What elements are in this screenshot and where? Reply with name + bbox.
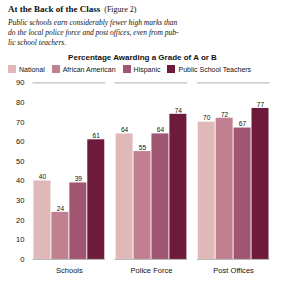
svg-text:Schools: Schools	[56, 266, 83, 275]
html-text:At the Back of the Class (Figu: At the Back of the Class (Figure 2)	[8, 4, 137, 14]
svg-text:10: 10	[16, 235, 24, 244]
svg-text:0: 0	[20, 255, 24, 264]
svg-text:77: 77	[257, 101, 265, 108]
svg-text:80: 80	[16, 98, 24, 107]
svg-text:55: 55	[139, 144, 147, 151]
html-text:African American: African American	[62, 65, 116, 73]
html-text:Public School Teachers: Public School Teachers	[178, 65, 252, 73]
svg-text:64: 64	[157, 126, 165, 133]
svg-text:40: 40	[39, 173, 47, 180]
svg-text:67: 67	[239, 121, 247, 128]
svg-text:60: 60	[16, 137, 24, 146]
svg-text:90: 90	[16, 78, 24, 87]
svg-text:30: 30	[16, 196, 24, 205]
html-text:Percentage Awarding a Grade of: Percentage Awarding a Grade of A or B	[68, 53, 217, 63]
svg-text:40: 40	[16, 177, 24, 186]
svg-text:Police Force: Police Force	[130, 266, 172, 275]
svg-text:64: 64	[121, 126, 129, 133]
html-text:Hispanic: Hispanic	[133, 65, 161, 73]
svg-text:Post Offices: Post Offices	[213, 266, 254, 275]
svg-text:50: 50	[16, 157, 24, 166]
html-text:Public schools earn considerab: Public schools earn considerably fewer h…	[8, 17, 179, 47]
html-text:National: National	[19, 65, 45, 73]
svg-text:24: 24	[57, 205, 65, 212]
svg-text:74: 74	[175, 107, 183, 114]
svg-text:72: 72	[221, 111, 229, 118]
svg-text:70: 70	[203, 115, 211, 122]
svg-text:20: 20	[16, 216, 24, 225]
svg-text:70: 70	[16, 118, 24, 127]
svg-text:39: 39	[75, 175, 83, 182]
svg-text:61: 61	[93, 132, 101, 139]
